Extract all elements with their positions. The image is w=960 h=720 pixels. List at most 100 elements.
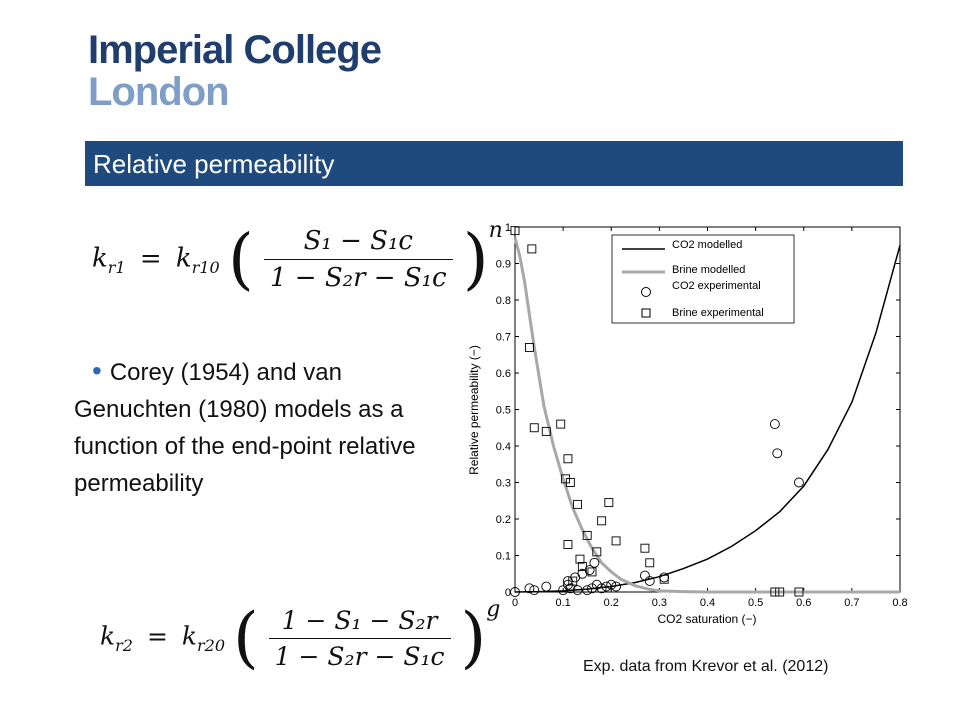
eq2-lhs: k [100,621,116,651]
eq2-lhs-sub: r2 [115,635,133,655]
eq2-equals: = [146,621,168,651]
brine-experimental-point [645,558,655,568]
co2-experimental-point [582,585,593,596]
legend-co2-experimental-label: CO2 experimental [672,280,761,292]
equation-kr1: kr1 = kr10 ( S₁ − S₁c 1 − S₂r − S₁c )n [92,218,503,293]
brine-experimental-point [568,576,578,586]
brine-experimental-point [510,226,520,236]
brine-experimental-point [529,423,539,433]
eq2-right-paren: ) [460,599,487,676]
eq1-lhs: k [92,243,108,274]
x-tick-label: 0 [512,597,518,609]
legend-brine-modelled-label: Brine modelled [672,264,745,276]
x-tick-label: 0.6 [796,597,811,609]
co2-experimental-point [644,576,655,586]
brine-experimental-point [611,536,621,546]
y-tick-label: 0.7 [496,332,511,344]
co2-experimental-point [565,583,576,594]
brine-experimental-point [604,498,614,508]
brine-experimental-point [565,478,575,487]
eq2-left-paren: ( [232,599,259,676]
brine-experimental-point [597,516,607,526]
legend-co2-experimental-marker [641,287,651,297]
bullet-text: Corey (1954) and van Genuchten (1980) mo… [74,359,416,497]
x-tick-label: 0.7 [844,597,859,609]
brine-experimental-point [794,587,804,597]
co2-modelled-line [514,245,901,593]
x-tick-label: 0.5 [748,597,763,609]
brine-experimental-point [577,562,587,571]
axis-ticks: 0 0.1 0.2 0.3 0.4 0.5 0.6 0.7 0.8 0 0.1 0.2 0.3 0.4 0.… [496,222,908,609]
brine-experimental-point [541,426,551,436]
co2-experimental-point [524,583,535,594]
co2-experimental-point [793,477,804,488]
bullet-dot-icon: • [92,355,102,386]
legend-co2-modelled-label: CO2 modelled [672,239,742,251]
co2-experimental-point [596,583,607,594]
experimental-markers [510,226,804,597]
eq1-right-paren: ) [462,220,489,298]
eq1-numerator: S₁ − S₁c [263,226,453,260]
co2-experimental-point [589,557,600,568]
brine-experimental-point [575,554,585,564]
x-tick-label: 0.1 [555,597,570,609]
brine-experimental-point [770,587,780,597]
model-lines [513,237,901,594]
bullet-point: • Corey (1954) and van Genuchten (1980) m… [74,352,419,502]
eq2-fraction: 1 − S₁ − S₂r 1 − S₂r − S₁c [268,606,451,671]
legend: CO2 modelled Brine modelled CO2 experime… [611,234,795,324]
brine-experimental-point [582,530,592,540]
co2-experimental-point [769,419,780,430]
logo-line-1: Imperial College [88,28,382,72]
brine-experimental-point [527,244,537,254]
relative-permeability-chart: 0 0.1 0.2 0.3 0.4 0.5 0.6 0.7 0.8 0 0.1 0.2 0.3 0.4 0.… [467,222,908,626]
co2-experimental-point [510,587,520,597]
x-tick-label: 0.8 [892,597,907,609]
y-tick-label: 0.1 [496,551,511,563]
brine-experimental-point [659,574,669,584]
eq2-rhs-sub: r20 [197,635,226,655]
y-tick-label: 0.5 [496,405,511,417]
co2-experimental-point [659,572,670,583]
co2-experimental-point [572,585,583,596]
brine-experimental-point [563,540,573,549]
data-source-caption: Exp. data from Krevor et al. (2012) [583,658,829,675]
co2-experimental-point [772,448,783,459]
eq1-rhs-sub: r10 [191,257,220,277]
slide-title: Relative permeability [93,149,335,179]
brine-experimental-point [640,543,650,553]
brine-experimental-point [592,547,602,557]
brine-experimental-point [556,419,566,429]
brine-experimental-point [587,567,597,577]
x-tick-label: 0.2 [604,597,619,609]
brine-modelled-line [513,237,900,594]
eq2-exponent: g [486,597,501,622]
co2-experimental-point [611,581,622,592]
slide-title-bar: Relative permeability [85,141,903,186]
y-tick-label: 0.8 [496,295,511,307]
legend-brine-experimental-label: Brine experimental [672,307,764,319]
eq1-rhs: k [175,243,192,274]
equation-kr2: kr2 = kr20 ( 1 − S₁ − S₂r 1 − S₂r − S₁c … [100,597,500,671]
brine-experimental-point [573,499,583,509]
y-tick-label: 0.9 [496,259,511,271]
y-tick-label: 0 [505,587,511,599]
brine-experimental-point [524,342,534,352]
co2-experimental-point [639,570,650,581]
co2-experimental-point [601,581,612,592]
x-axis-label: CO2 saturation (−) [657,612,756,626]
brine-experimental-point [775,587,785,597]
eq1-exponent: n [488,218,503,243]
x-tick-label: 0.4 [700,597,715,609]
legend-brine-experimental-marker [641,308,651,318]
y-axis-label: Relative permeability (−) [467,345,481,475]
co2-experimental-point [606,579,617,590]
y-tick-label: 0.3 [496,478,511,490]
eq2-numerator: 1 − S₁ − S₂r [268,606,451,639]
co2-experimental-point [541,581,552,592]
brine-experimental-point [563,454,573,464]
eq1-lhs-sub: r1 [107,257,126,277]
y-tick-label: 0.4 [496,441,511,453]
x-tick-label: 0.3 [652,597,667,609]
eq2-rhs: k [181,621,197,651]
